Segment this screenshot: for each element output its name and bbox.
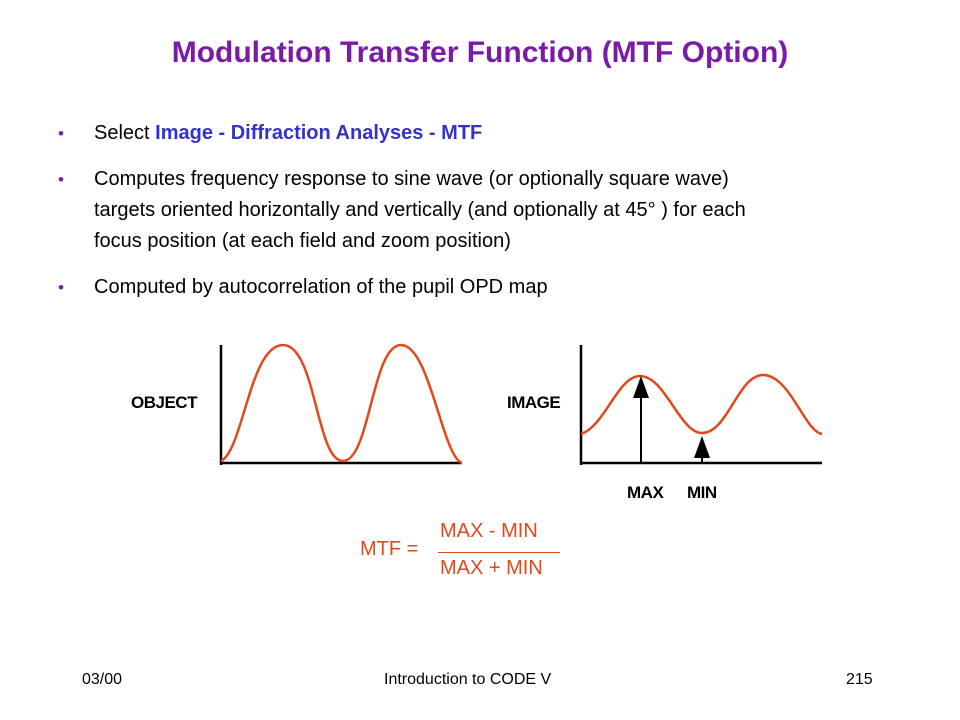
bullet-computes-line-2: targets oriented horizontally and vertic… <box>94 199 746 221</box>
image-curve <box>580 373 823 436</box>
formula-lhs: MTF = <box>360 538 419 560</box>
footer-course: Introduction to CODE V <box>384 671 552 688</box>
menu-path: Image - Diffraction Analyses - MTF <box>155 122 483 144</box>
image-label: IMAGE <box>507 393 561 412</box>
formula-numerator: MAX - MIN <box>440 520 538 542</box>
formula-denominator: MAX + MIN <box>440 557 543 579</box>
bullet-select-prefix: Select <box>94 122 156 144</box>
min-arrow-icon <box>694 436 710 458</box>
bullet-dot-icon: • <box>58 278 64 297</box>
object-curve <box>220 343 463 465</box>
bullet-computes-line-3: focus position (at each field and zoom p… <box>94 230 511 252</box>
bullet-autocorrelation: • Computed by autocorrelation of the pup… <box>58 272 918 303</box>
fraction-bar <box>438 552 560 553</box>
slide-title: Modulation Transfer Function (MTF Option… <box>171 36 789 69</box>
bullet-dot-icon: • <box>58 170 64 189</box>
max-label: MAX <box>627 483 664 502</box>
min-label: MIN <box>687 483 717 502</box>
bullet-dot-icon: • <box>58 124 64 143</box>
object-label: OBJECT <box>131 393 197 412</box>
bullet-computes: • Computes frequency response to sine wa… <box>58 164 918 257</box>
bullet-list: • Select Image - Diffraction Analyses - … <box>58 118 918 318</box>
footer-page-number: 215 <box>846 671 873 688</box>
bullet-select: • Select Image - Diffraction Analyses - … <box>58 118 918 149</box>
bullet-autocorrelation-text: Computed by autocorrelation of the pupil… <box>94 276 548 298</box>
footer-date: 03/00 <box>82 671 123 688</box>
max-arrow-icon <box>633 376 649 398</box>
bullet-computes-line-1: Computes frequency response to sine wave… <box>94 168 729 190</box>
